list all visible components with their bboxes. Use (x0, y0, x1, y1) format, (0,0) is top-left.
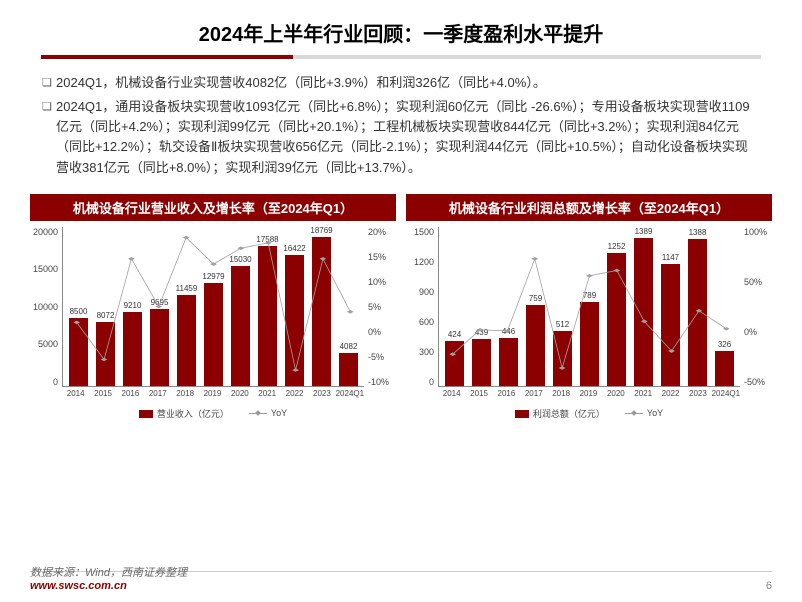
bar-column: 16422 (281, 227, 308, 386)
page-title: 2024年上半年行业回顾：一季度盈利水平提升 (199, 18, 604, 47)
bar-column: 18769 (308, 227, 335, 386)
bar (553, 331, 572, 385)
bar-column: 11459 (173, 227, 200, 386)
bar (526, 305, 545, 385)
chart-legend: 利润总额（亿元） YoY (406, 407, 772, 420)
bar-column: 759 (522, 227, 549, 386)
chart-title: 机械设备行业营业收入及增长率（至2024年Q1） (30, 194, 396, 221)
bar-column: 439 (468, 227, 495, 386)
bar-column: 424 (441, 227, 468, 386)
bar-value-label: 17588 (256, 235, 278, 244)
bullet-text: 2024Q1，通用设备板块实现营收1093亿元（同比+6.8%）；实现利润60亿… (56, 97, 760, 178)
bar (472, 339, 491, 386)
bar-value-label: 12979 (202, 272, 224, 281)
bar-value-label: 8500 (70, 307, 88, 316)
legend-bar: 营业收入（亿元） (139, 407, 229, 420)
bar-value-label: 759 (529, 294, 542, 303)
legend-bar: 利润总额（亿元） (515, 407, 605, 420)
bar-value-label: 446 (502, 327, 515, 336)
bar-value-label: 11459 (176, 284, 198, 293)
bar (177, 295, 196, 386)
bar (69, 318, 88, 386)
bar (123, 312, 142, 385)
bar-value-label: 16422 (283, 244, 305, 253)
bar-column: 1389 (630, 227, 657, 386)
x-axis-labels: 2014201520162017201820192020202120222023… (438, 389, 740, 398)
bar (258, 246, 277, 386)
bar-column: 4082 (335, 227, 362, 386)
bullet-marker-icon: ❏ (42, 97, 56, 178)
bar-column: 326 (711, 227, 738, 386)
bar-value-label: 15030 (229, 255, 251, 264)
bar (715, 351, 734, 386)
bar-column: 1388 (684, 227, 711, 386)
x-axis-labels: 2014201520162017201820192020202120222023… (62, 389, 364, 398)
bar (499, 338, 518, 385)
legend-line: YoY (249, 408, 287, 418)
chart-legend: 营业收入（亿元） YoY (30, 407, 396, 420)
bar-value-label: 424 (448, 330, 461, 339)
bar-column: 446 (495, 227, 522, 386)
y-axis-left: 150012009006003000 (406, 227, 434, 387)
bar-value-label: 1389 (635, 227, 653, 236)
bar (150, 309, 169, 386)
profit-chart: 机械设备行业利润总额及增长率（至2024年Q1） 150012009006003… (406, 194, 772, 427)
bar-column: 1252 (603, 227, 630, 386)
bars-container: 8500 8072 9210 9695 11459 12979 15030 17588 1642… (63, 227, 364, 386)
revenue-chart: 机械设备行业营业收入及增长率（至2024年Q1） 200001500010000… (30, 194, 396, 427)
bar (634, 238, 653, 385)
bullet-item: ❏ 2024Q1，机械设备行业实现营收4082亿（同比+3.9%）和利润326亿… (42, 73, 760, 93)
bar (445, 341, 464, 386)
bar-column: 17588 (254, 227, 281, 386)
bar (285, 255, 304, 386)
bar-value-label: 18769 (310, 226, 332, 235)
bar-column: 512 (549, 227, 576, 386)
bar-value-label: 9210 (124, 301, 142, 310)
bar (231, 266, 250, 385)
legend-line: YoY (625, 408, 663, 418)
bar-value-label: 326 (718, 340, 731, 349)
bullet-item: ❏ 2024Q1，通用设备板块实现营收1093亿元（同比+6.8%）；实现利润6… (42, 97, 760, 178)
plot-area: 8500 8072 9210 9695 11459 12979 15030 17588 1642… (62, 227, 364, 387)
bar (312, 237, 331, 386)
bar (688, 239, 707, 386)
bar (661, 264, 680, 386)
plot-area: 424 439 446 759 512 789 1252 1389 1147 1388 326 (438, 227, 740, 387)
bar-column: 1147 (657, 227, 684, 386)
bar-column: 9210 (119, 227, 146, 386)
bars-container: 424 439 446 759 512 789 1252 1389 1147 1388 326 (439, 227, 740, 386)
bar (580, 302, 599, 386)
bar-column: 9695 (146, 227, 173, 386)
bar-column: 12979 (200, 227, 227, 386)
y-axis-right: 20%15%10%5%0%-5%-10% (368, 227, 396, 387)
bar-column: 8072 (92, 227, 119, 386)
bar (204, 283, 223, 386)
bullet-list: ❏ 2024Q1，机械设备行业实现营收4082亿（同比+3.9%）和利润326亿… (0, 59, 802, 190)
website-url: www.swsc.com.cn (30, 580, 187, 592)
y-axis-right: 100%50%0%-50% (744, 227, 772, 387)
bar-value-label: 1252 (608, 242, 626, 251)
bar (339, 353, 358, 385)
bar-value-label: 8072 (97, 311, 115, 320)
bar-value-label: 789 (583, 291, 596, 300)
data-source: 数据来源：Wind，西南证券整理 (30, 564, 187, 580)
bar-column: 8500 (65, 227, 92, 386)
bar (607, 253, 626, 386)
bar-value-label: 512 (556, 320, 569, 329)
bullet-text: 2024Q1，机械设备行业实现营收4082亿（同比+3.9%）和利润326亿（同… (56, 73, 760, 93)
bar-value-label: 439 (475, 328, 488, 337)
bar-value-label: 4082 (340, 342, 358, 351)
bar-value-label: 1147 (662, 253, 679, 262)
bar-column: 789 (576, 227, 603, 386)
bullet-marker-icon: ❏ (42, 73, 56, 93)
bar-value-label: 1388 (689, 228, 707, 237)
bar (96, 322, 115, 386)
bar-column: 15030 (227, 227, 254, 386)
page-number: 6 (766, 580, 772, 592)
chart-title: 机械设备行业利润总额及增长率（至2024年Q1） (406, 194, 772, 221)
y-axis-left: 20000150001000050000 (30, 227, 58, 387)
bar-value-label: 9695 (151, 298, 169, 307)
